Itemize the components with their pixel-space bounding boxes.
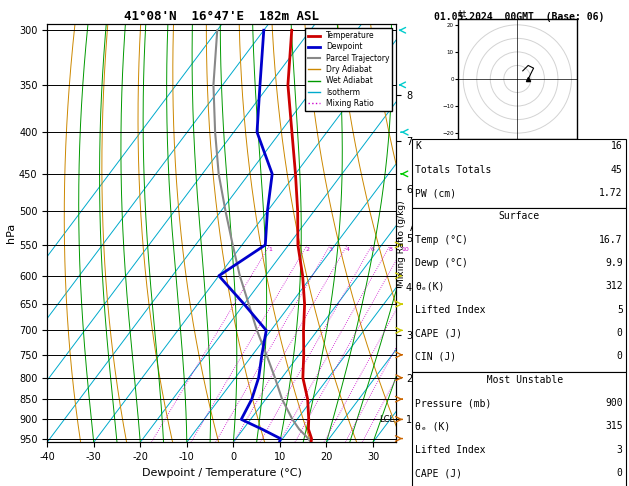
Text: 315: 315 (605, 421, 623, 432)
Text: 1.72: 1.72 (599, 188, 623, 198)
Text: PW (cm): PW (cm) (415, 188, 456, 198)
Text: Mixing Ratio (g/kg): Mixing Ratio (g/kg) (397, 200, 406, 286)
Text: 0: 0 (617, 351, 623, 362)
Text: 4: 4 (345, 247, 349, 252)
Legend: Temperature, Dewpoint, Parcel Trajectory, Dry Adiabat, Wet Adiabat, Isotherm, Mi: Temperature, Dewpoint, Parcel Trajectory… (305, 28, 392, 111)
Y-axis label: km
ASL: km ASL (410, 212, 428, 233)
Text: 45: 45 (611, 165, 623, 175)
Text: 25: 25 (464, 247, 472, 252)
Text: Most Unstable: Most Unstable (475, 375, 563, 385)
Text: kt: kt (458, 10, 466, 19)
Text: Totals Totals: Totals Totals (415, 165, 491, 175)
Text: 16: 16 (611, 141, 623, 152)
Text: 01.05.2024  00GMT  (Base: 06): 01.05.2024 00GMT (Base: 06) (434, 12, 604, 22)
Title: 41°08'N  16°47'E  182m ASL: 41°08'N 16°47'E 182m ASL (124, 10, 320, 23)
Text: 0: 0 (617, 468, 623, 478)
Text: 3: 3 (617, 445, 623, 455)
Text: Lifted Index: Lifted Index (415, 445, 486, 455)
Text: θₑ (K): θₑ (K) (415, 421, 450, 432)
Text: 5: 5 (617, 305, 623, 315)
Text: 3: 3 (328, 247, 332, 252)
Text: K: K (415, 141, 421, 152)
Text: 9.9: 9.9 (605, 258, 623, 268)
Text: CAPE (J): CAPE (J) (415, 468, 462, 478)
Text: 16.7: 16.7 (599, 235, 623, 245)
Text: CAPE (J): CAPE (J) (415, 328, 462, 338)
Text: 15: 15 (428, 247, 436, 252)
X-axis label: Dewpoint / Temperature (°C): Dewpoint / Temperature (°C) (142, 468, 302, 478)
Text: 900: 900 (605, 398, 623, 408)
Text: Pressure (mb): Pressure (mb) (415, 398, 491, 408)
Text: LCL: LCL (379, 415, 394, 424)
Text: 20: 20 (448, 247, 456, 252)
Text: © weatheronline.co.uk: © weatheronline.co.uk (467, 472, 571, 481)
Text: Lifted Index: Lifted Index (415, 305, 486, 315)
Text: 1: 1 (268, 247, 272, 252)
Y-axis label: hPa: hPa (6, 223, 16, 243)
Text: 0: 0 (617, 328, 623, 338)
Text: 2: 2 (305, 247, 309, 252)
Text: Dewp (°C): Dewp (°C) (415, 258, 468, 268)
Text: Temp (°C): Temp (°C) (415, 235, 468, 245)
Text: θₑ(K): θₑ(K) (415, 281, 445, 292)
Text: 6: 6 (370, 247, 374, 252)
Text: Surface: Surface (498, 211, 540, 222)
Text: CIN (J): CIN (J) (415, 351, 456, 362)
Text: 8: 8 (388, 247, 392, 252)
Text: 312: 312 (605, 281, 623, 292)
Text: 10: 10 (401, 247, 409, 252)
